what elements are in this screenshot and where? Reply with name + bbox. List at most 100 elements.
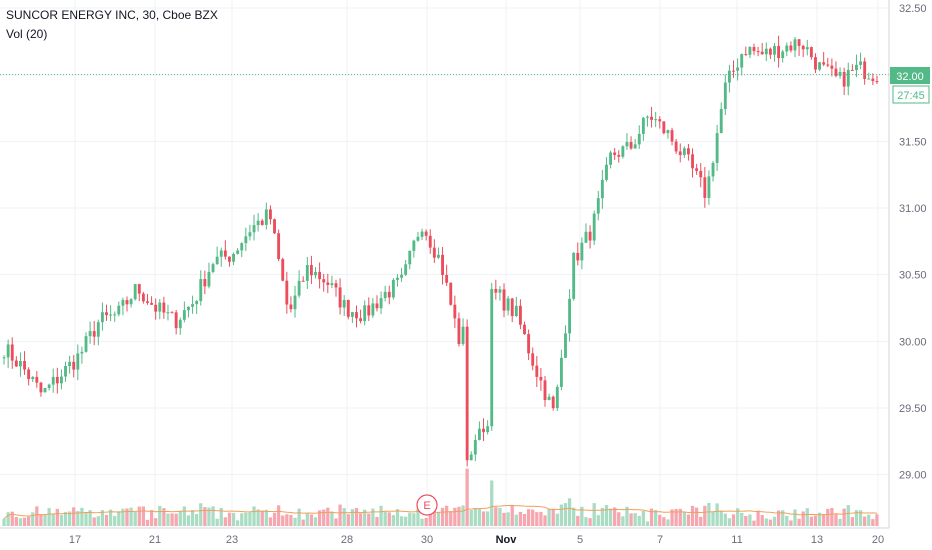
volume-bar (674, 508, 678, 526)
volume-bar (412, 513, 416, 526)
candle-body (457, 318, 461, 344)
volume-bar (108, 509, 113, 526)
candle-body (215, 256, 219, 265)
volume-bar (31, 512, 35, 526)
candle-body (494, 288, 498, 293)
candle-body (23, 360, 26, 370)
x-tick-label: 11 (731, 534, 742, 546)
volume-bar (465, 468, 469, 526)
volume-bar (539, 511, 543, 526)
volume-bar (449, 511, 453, 526)
candle-body (768, 48, 772, 55)
countdown-badge: 27:45 (892, 85, 930, 104)
candle-body (408, 250, 412, 265)
volume-bar (211, 506, 215, 526)
volume-bar (227, 512, 232, 526)
candle-body (55, 376, 59, 384)
candle-body (871, 78, 875, 82)
candle-body (141, 293, 145, 302)
candle-body (473, 439, 477, 455)
volume-bar (744, 516, 748, 526)
volume-bar (424, 517, 428, 526)
candle-body (469, 454, 473, 461)
candle-body (736, 67, 740, 71)
earnings-marker[interactable]: E (416, 494, 438, 516)
candle-body (687, 148, 690, 155)
candle-body (543, 380, 547, 401)
volume-bar (477, 508, 482, 526)
candle-body (711, 162, 715, 177)
volume-bar (174, 513, 178, 526)
volume-bar (440, 507, 445, 526)
volume-bar (670, 509, 674, 526)
candle-body (219, 250, 223, 257)
bar-countdown: 27:45 (897, 90, 925, 102)
candle-body (781, 51, 785, 59)
candle-body (2, 357, 6, 359)
volume-bar (203, 507, 207, 526)
chart-grid (0, 0, 889, 528)
candle-body (174, 312, 178, 329)
candle-body (178, 319, 182, 329)
candle-body (760, 51, 764, 55)
candle-body (498, 289, 502, 293)
x-tick-label: 28 (341, 534, 353, 546)
volume-bar (850, 517, 855, 526)
volume-bar (617, 512, 621, 526)
volume-ma-line (3, 504, 878, 519)
volume-bar (760, 515, 764, 526)
candle-body (723, 82, 727, 109)
volume-bar (604, 505, 609, 526)
candle-body (137, 284, 141, 294)
volume-bar (104, 514, 109, 526)
candle-body (818, 62, 822, 70)
candle-body (297, 280, 301, 296)
volume-bar (588, 518, 592, 526)
candle-body (121, 300, 125, 306)
candle-body (285, 280, 289, 305)
y-tick-label: 29.00 (899, 470, 927, 482)
volume-bar (125, 508, 129, 526)
chart-title: SUNCOR ENERGY INC, 30, Cboe BZX (6, 8, 218, 22)
candle-body (703, 177, 707, 198)
candle-body (576, 252, 580, 261)
candle-body (199, 279, 203, 302)
candle-body (801, 45, 805, 50)
candle-body (773, 45, 776, 55)
candle-body (809, 47, 813, 58)
volume-bar (498, 507, 502, 526)
volume-indicator-label[interactable]: Vol (20) (6, 27, 47, 41)
volume-bar (871, 519, 875, 526)
volume-bar (350, 509, 355, 526)
volume-bar (457, 506, 461, 526)
volume-bar (494, 507, 498, 526)
volume-bar (420, 518, 424, 526)
candle-body (100, 312, 104, 323)
candle-body (695, 168, 699, 171)
volume-bar (2, 518, 6, 526)
volume-bar (297, 508, 301, 526)
candle-body (330, 283, 334, 285)
candle-body (80, 351, 84, 354)
candle-body (584, 231, 588, 243)
candle-body (600, 179, 604, 199)
volume-bar (272, 512, 277, 526)
volume-bar (322, 509, 326, 526)
candle-body (318, 271, 322, 280)
y-tick-label: 29.50 (899, 403, 927, 415)
candle-body (371, 303, 375, 316)
candle-body (6, 344, 10, 358)
candle-body (129, 299, 133, 305)
volume-bar (813, 515, 818, 526)
volume-bar (481, 511, 486, 526)
volume-bar (6, 512, 10, 526)
candle-body (88, 331, 92, 337)
volume-bar (96, 516, 100, 526)
candle-body (68, 361, 72, 366)
volume-bar (51, 513, 55, 526)
volume-bar (195, 514, 199, 526)
volume-bar (756, 510, 760, 526)
candle-body (744, 54, 748, 56)
volume-bar (236, 520, 240, 526)
candle-body (523, 324, 526, 335)
